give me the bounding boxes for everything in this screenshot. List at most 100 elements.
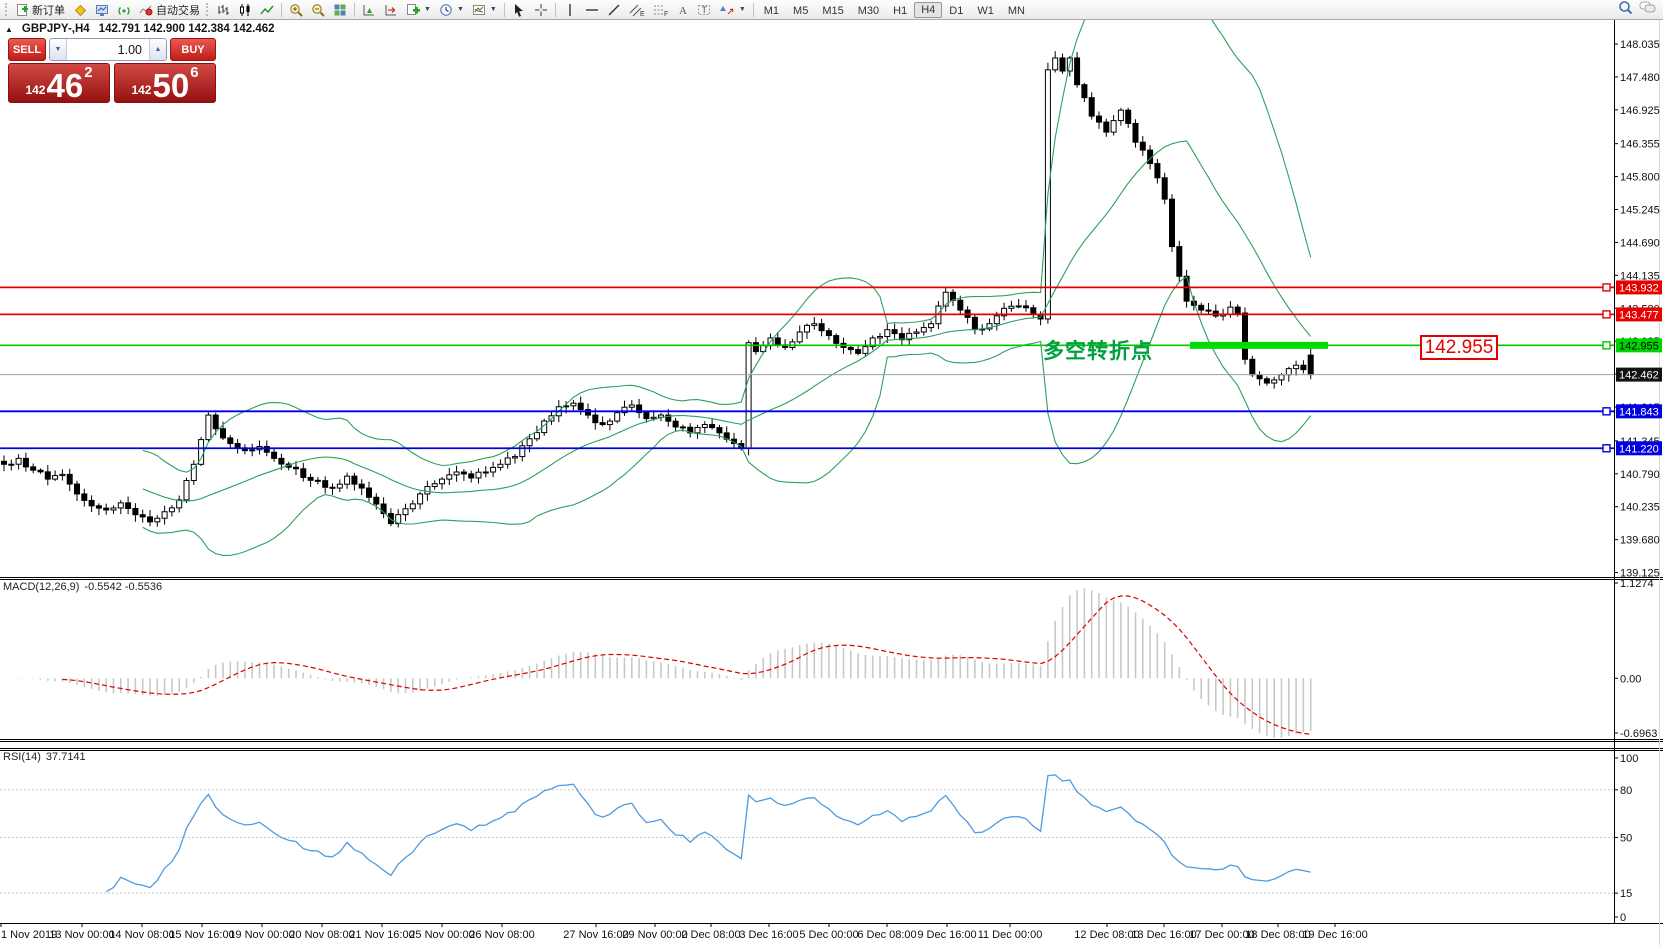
text-label-icon: T — [697, 3, 711, 17]
trendline-button[interactable] — [603, 1, 625, 19]
crosshair-button[interactable] — [530, 1, 552, 19]
timeframe-m15-button[interactable]: M15 — [822, 4, 844, 17]
tile-windows-button[interactable] — [329, 1, 351, 19]
volume-stepper: ▼ 1.00 ▲ — [49, 38, 167, 61]
macd-pane[interactable] — [4, 588, 1312, 738]
timeframe-h1-button[interactable]: H1 — [893, 4, 908, 17]
trendline-icon — [607, 3, 621, 17]
signals-button[interactable] — [113, 1, 135, 19]
periods-button[interactable]: ▼ — [435, 1, 468, 19]
vertical-line-button[interactable] — [559, 1, 581, 19]
collapse-triangle-icon[interactable]: ▲ — [5, 24, 13, 34]
svg-text:140.235: 140.235 — [1620, 502, 1660, 514]
timeframe-h4-button[interactable]: H4 — [914, 1, 943, 18]
sell-price-prefix: 142 — [25, 83, 46, 97]
zoom-in-button[interactable] — [285, 1, 307, 19]
axis-price-label: 143.477 — [1602, 307, 1662, 322]
axis-price-label: 142.955 — [1602, 338, 1662, 353]
terminal-icon — [95, 3, 109, 17]
horizontal-levels[interactable] — [0, 286, 1614, 450]
sell-price-panel[interactable]: 142 46 2 — [8, 63, 110, 103]
sell-price-sup: 2 — [84, 64, 93, 81]
toolbar-separator — [752, 2, 754, 17]
terminal-button[interactable] — [91, 1, 113, 19]
rsi-value: 37.7141 — [45, 751, 86, 763]
volume-up-button[interactable]: ▲ — [149, 39, 166, 60]
svg-text:11 Dec 00:00: 11 Dec 00:00 — [978, 929, 1043, 941]
chevron-down-icon: ▼ — [424, 6, 431, 13]
rsi-pane[interactable] — [0, 774, 1614, 894]
line-chart-button[interactable] — [256, 1, 278, 19]
expert-icon — [73, 3, 87, 17]
svg-text:0: 0 — [1620, 912, 1626, 924]
bar-chart-button[interactable] — [212, 1, 234, 19]
toolbar-grip[interactable] — [206, 3, 210, 16]
svg-text:50: 50 — [1620, 833, 1632, 845]
sell-button[interactable]: SELL — [8, 38, 46, 61]
buy-button[interactable]: BUY — [170, 38, 216, 61]
axis-price-label: 141.843 — [1602, 404, 1662, 419]
rsi-label: RSI(14) 37.7141 — [3, 751, 86, 763]
buy-price-prefix: 142 — [131, 83, 152, 97]
buy-price-panel[interactable]: 142 50 6 — [114, 63, 216, 103]
svg-text:13 Nov 00:00: 13 Nov 00:00 — [49, 929, 114, 941]
toolbar-grip[interactable] — [5, 3, 9, 16]
svg-text:5 Dec 00:00: 5 Dec 00:00 — [799, 929, 858, 941]
symbol-period-label: GBPJPY-,H4 — [21, 23, 90, 35]
channel-button[interactable]: E — [625, 1, 649, 19]
zoom-out-icon — [311, 3, 325, 17]
expert-button[interactable] — [69, 1, 91, 19]
toolbar: 新订单 自动交易 — [0, 0, 1663, 20]
text-button[interactable]: A — [673, 1, 693, 19]
toolbar-separator — [554, 2, 556, 17]
zoom-out-button[interactable] — [307, 1, 329, 19]
bollinger-band-line — [142, 20, 1312, 473]
signal-icon — [117, 3, 131, 17]
chevron-down-icon: ▼ — [738, 6, 746, 13]
horizontal-line-button[interactable] — [581, 1, 603, 19]
candlesticks — [1, 51, 1314, 528]
timeframe-d1-button[interactable]: D1 — [949, 4, 964, 17]
autotrade-label: 自动交易 — [156, 4, 200, 17]
chat-icon[interactable] — [1639, 0, 1656, 20]
zoom-in-icon — [289, 3, 303, 17]
add-indicator-button[interactable]: ▼ — [402, 1, 435, 19]
text-label-button[interactable]: T — [693, 1, 715, 19]
new-order-button[interactable]: 新订单 — [11, 1, 69, 19]
indicator-window-button[interactable] — [358, 1, 380, 19]
svg-text:140.790: 140.790 — [1620, 469, 1660, 481]
svg-text:-0.6963: -0.6963 — [1620, 728, 1657, 740]
volume-input[interactable]: 1.00 — [117, 42, 142, 57]
svg-text:0.00: 0.00 — [1620, 673, 1641, 685]
templates-button[interactable]: ▼ — [468, 1, 501, 19]
thick-level-segment — [1190, 341, 1328, 349]
timeframe-m5-button[interactable]: M5 — [793, 4, 809, 17]
svg-text:3 Dec 16:00: 3 Dec 16:00 — [739, 929, 798, 941]
fibonacci-button[interactable]: F — [649, 1, 673, 19]
svg-text:17 Dec 00:00: 17 Dec 00:00 — [1189, 929, 1254, 941]
axis-price-label: 143.932 — [1602, 280, 1662, 295]
pivot-annotation[interactable]: 多空转折点 — [1043, 340, 1153, 363]
timeframe-mn-button[interactable]: MN — [1007, 4, 1025, 17]
timeframe-m1-button[interactable]: M1 — [763, 4, 780, 17]
chart-shift-button[interactable] — [380, 1, 402, 19]
svg-text:144.690: 144.690 — [1620, 237, 1660, 249]
timeframe-m30-button[interactable]: M30 — [857, 4, 880, 17]
autotrade-button[interactable]: 自动交易 — [135, 1, 204, 19]
svg-text:12 Dec 08:00: 12 Dec 08:00 — [1074, 929, 1139, 941]
candle-chart-button[interactable] — [234, 1, 256, 19]
svg-text:147.480: 147.480 — [1620, 72, 1660, 84]
svg-text:139.680: 139.680 — [1620, 535, 1660, 547]
search-icon[interactable] — [1618, 0, 1633, 20]
price-tag[interactable]: 142.955 — [1420, 335, 1498, 360]
cursor-button[interactable] — [508, 1, 530, 19]
svg-text:142.955: 142.955 — [1619, 340, 1659, 352]
price-pane[interactable] — [0, 0, 1614, 556]
timeframe-w1-button[interactable]: W1 — [977, 4, 994, 17]
sell-price-big: 46 — [46, 66, 84, 104]
channel-icon: E — [629, 3, 645, 17]
volume-down-button[interactable]: ▼ — [50, 39, 67, 60]
fibonacci-icon: F — [653, 3, 669, 17]
shapes-button[interactable]: ▼ — [715, 1, 750, 19]
